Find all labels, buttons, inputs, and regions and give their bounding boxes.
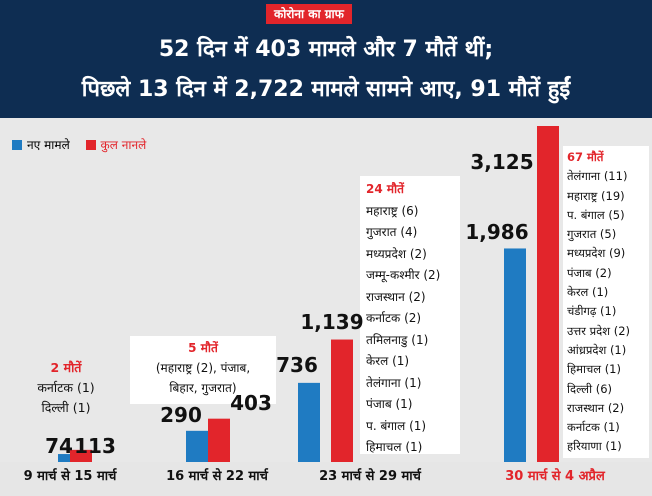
annotation-item: राजस्थान (2) bbox=[366, 289, 426, 304]
annotation-title: 5 मौतें bbox=[188, 341, 218, 355]
annotation-item: केरल (1) bbox=[366, 354, 410, 368]
bar-total-2 bbox=[331, 339, 353, 462]
bar-total-1 bbox=[208, 418, 230, 462]
data-label: 74 bbox=[45, 434, 73, 458]
bar-total-3 bbox=[537, 126, 559, 462]
annotation-title: 67 मौतें bbox=[567, 150, 604, 164]
annotation-item: प. बंगाल (5) bbox=[567, 207, 625, 222]
x-tick-label: 30 मार्च से 4 अप्रैल bbox=[505, 469, 605, 484]
annotation-item: प. बंगाल (1) bbox=[366, 418, 427, 433]
annotation-item: कर्नाटक (2) bbox=[366, 311, 422, 325]
annotation-item: राजस्थान (2) bbox=[567, 400, 625, 415]
annotation-item: दिल्ली (1) bbox=[41, 400, 91, 415]
annotation-item: दिल्ली (6) bbox=[567, 381, 612, 396]
bar-total-0 bbox=[70, 449, 92, 462]
annotation-item: हरियाणा (1) bbox=[567, 439, 622, 454]
data-label: 3,125 bbox=[470, 150, 534, 174]
annotation-item: तेलंगाना (1) bbox=[366, 375, 422, 390]
data-label: 1,139 bbox=[300, 309, 364, 334]
annotation-item: केरल (1) bbox=[567, 285, 609, 300]
headline: 52 दिन में 403 मामले और 7 मौतें थीं; पिछ… bbox=[0, 30, 652, 110]
legend: नए मामले कुल नानले bbox=[12, 136, 158, 153]
annotation-title: 24 मौतें bbox=[366, 182, 405, 196]
annotation-item: जम्मू-कश्मीर (2) bbox=[366, 268, 441, 282]
annotation-item: उत्तर प्रदेश (2) bbox=[567, 323, 631, 338]
annotation-item: गुजरात (5) bbox=[567, 227, 617, 242]
annotation-box-week-3: 24 मौतें महाराष्ट्र (6) गुजरात (4) मध्यप… bbox=[360, 176, 460, 454]
annotation-item: पंजाब (1) bbox=[366, 397, 413, 411]
annotation-item: कर्नाटक (1) bbox=[567, 420, 620, 435]
annotation-item: मध्यप्रदेश (9) bbox=[567, 246, 626, 261]
data-label: 113 bbox=[74, 434, 116, 458]
section-tag: कोरोना का ग्राफ bbox=[266, 4, 352, 24]
annotation-title: 2 मौतें bbox=[50, 360, 82, 375]
annotation-item: (महाराष्ट्र (2), पंजाब, bbox=[155, 361, 251, 375]
annotation-box-week-1: 2 मौतें कर्नाटक (1) दिल्ली (1) bbox=[18, 358, 114, 426]
annotation-item: महाराष्ट्र (6) bbox=[366, 203, 419, 218]
headline-line-2: पिछले 13 दिन में 2,722 मामले सामने आए, 9… bbox=[81, 77, 571, 102]
legend-label-total: कुल नानले bbox=[100, 138, 147, 152]
headline-line-1: 52 दिन में 403 मामले और 7 मौतें थीं; bbox=[158, 37, 494, 62]
legend-item-total: कुल नानले bbox=[85, 136, 147, 153]
annotation-item: हिमाचल (1) bbox=[366, 440, 423, 454]
data-label: 736 bbox=[276, 352, 318, 377]
legend-label-new: नए मामले bbox=[27, 138, 70, 152]
annotation-item: महाराष्ट्र (19) bbox=[567, 188, 625, 203]
annotation-item: तेलंगाना (11) bbox=[567, 169, 628, 184]
x-tick-label: 23 मार्च से 29 मार्च bbox=[319, 469, 421, 484]
data-label: 290 bbox=[160, 402, 202, 427]
axis-band bbox=[0, 462, 652, 496]
annotation-item: तमिलनाडु (1) bbox=[366, 332, 429, 347]
legend-item-new: नए मामले bbox=[12, 136, 70, 153]
bar-new-2 bbox=[298, 382, 320, 462]
legend-swatch-new bbox=[12, 140, 22, 150]
x-tick-label: 9 मार्च से 15 मार्च bbox=[23, 469, 117, 484]
bar-new-1 bbox=[186, 430, 208, 462]
data-label: 1,986 bbox=[465, 220, 529, 245]
annotation-item: चंडीगढ़ (1) bbox=[567, 304, 617, 319]
annotation-item: कर्नाटक (1) bbox=[37, 380, 95, 395]
annotation-item: गुजरात (4) bbox=[366, 225, 418, 239]
annotation-box-week-2: 5 मौतें (महाराष्ट्र (2), पंजाब, बिहार, ग… bbox=[130, 336, 276, 404]
annotation-item: बिहार, गुजरात) bbox=[169, 381, 237, 395]
bar-new-3 bbox=[504, 248, 526, 462]
legend-swatch-total bbox=[85, 140, 96, 150]
bar-new-0 bbox=[58, 454, 80, 462]
header-banner: कोरोना का ग्राफ 52 दिन में 403 मामले और … bbox=[0, 0, 652, 118]
x-tick-label: 16 मार्च से 22 मार्च bbox=[166, 469, 268, 484]
annotation-item: हिमाचल (1) bbox=[567, 362, 621, 377]
annotation-item: आंध्रप्रदेश (1) bbox=[567, 342, 627, 357]
annotation-item: मध्यप्रदेश (2) bbox=[366, 246, 427, 261]
annotation-item: पंजाब (2) bbox=[567, 265, 612, 280]
data-label: 403 bbox=[230, 390, 272, 415]
annotation-box-week-4: 67 मौतें तेलंगाना (11) महाराष्ट्र (19) प… bbox=[563, 146, 649, 458]
